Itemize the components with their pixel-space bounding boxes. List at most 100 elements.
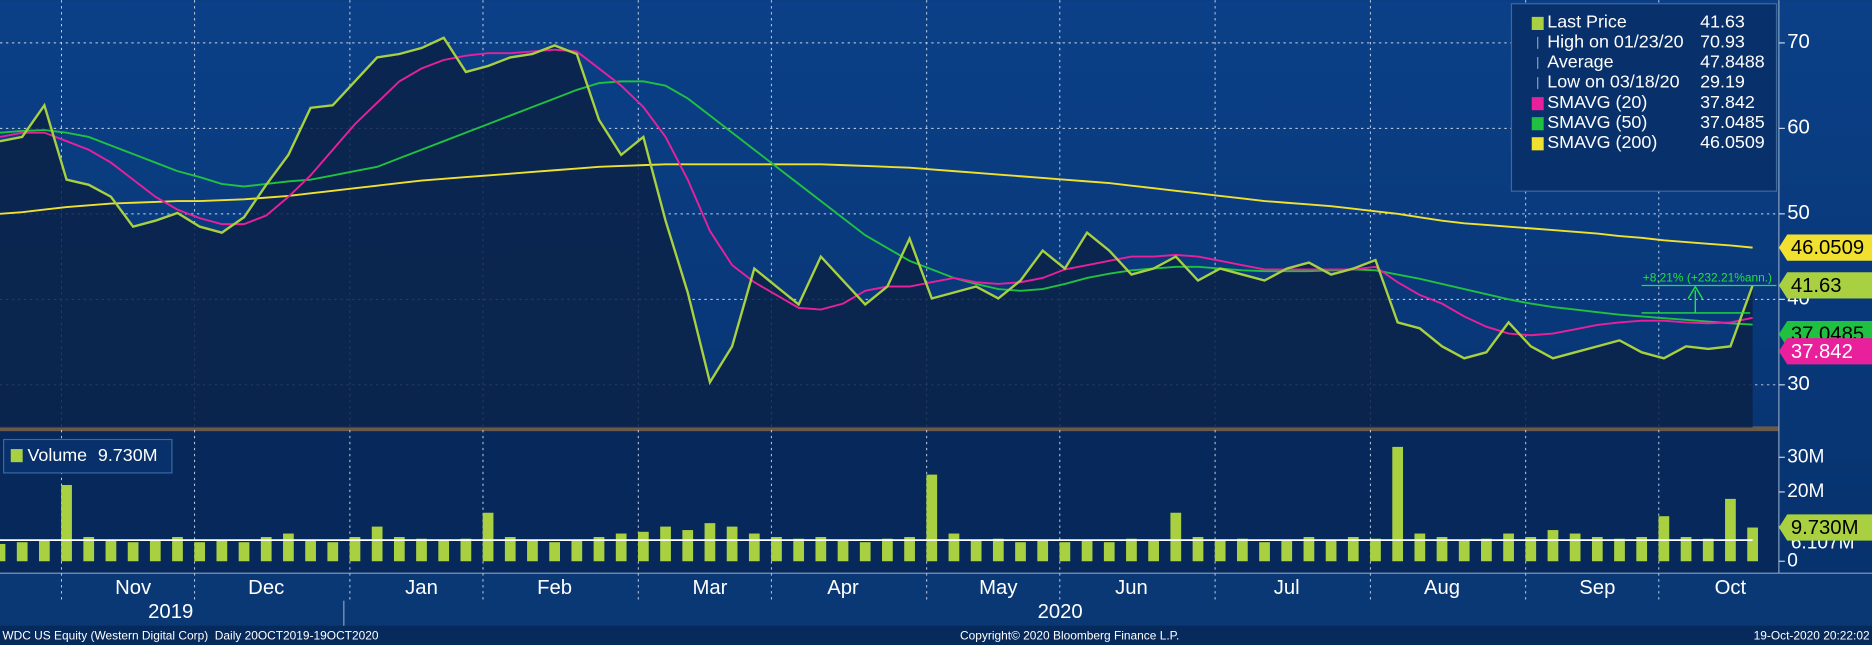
legend-swatch: [1531, 137, 1544, 151]
volume-bar: [1436, 536, 1448, 562]
x-tick-label: Mar: [692, 577, 727, 599]
value-tag: [1778, 514, 1872, 541]
y2-tick-label: 0: [1787, 550, 1798, 571]
volume-bar: [305, 540, 316, 562]
volume-bar: [660, 526, 671, 562]
volume-bar: [127, 542, 139, 562]
y-tick-label: 70: [1787, 31, 1810, 53]
volume-bar: [1658, 516, 1670, 562]
volume-bar: [1547, 530, 1559, 562]
value-tag-label: 37.842: [1791, 341, 1853, 363]
volume-legend-value: 9.730M: [98, 445, 158, 465]
volume-bar: [327, 542, 339, 562]
volume-bar: [904, 536, 915, 562]
series-line: [0, 163, 1753, 249]
volume-bar: [393, 536, 405, 562]
value-tag-label: 41.63: [1791, 275, 1842, 297]
volume-bar: [482, 512, 494, 562]
volume-bar: [970, 540, 982, 562]
legend: Last Price 41.63 High on 01/23/20 70.93 Aver…: [1531, 12, 1765, 152]
value-tag: [1778, 338, 1872, 365]
x-tick-label: Jun: [1115, 577, 1148, 599]
legend-value: 37.0485: [1700, 112, 1765, 132]
volume-bar: [1414, 533, 1426, 562]
volume-bar: [1126, 538, 1137, 562]
legend-name: SMAVG (50): [1547, 112, 1647, 132]
volume-legend-swatch: [10, 449, 23, 463]
volume-bar: [194, 542, 206, 562]
x-tick-label: May: [979, 577, 1018, 599]
volume-bar: [1347, 536, 1359, 562]
volume-bar: [549, 542, 560, 562]
y2-tick-label: 20M: [1787, 481, 1824, 502]
pane-divider: [0, 426, 1779, 432]
volume-bar: [83, 536, 95, 562]
volume-bar: [438, 540, 450, 562]
volume-bar: [1259, 542, 1270, 562]
legend-name: SMAVG (200): [1547, 132, 1657, 152]
volume-bar: [1481, 538, 1492, 562]
footer-left: WDC US Equity (Western Digital Corp) Dai…: [2, 629, 378, 643]
volume-bar: [1702, 538, 1714, 562]
volume-bar: [859, 542, 871, 562]
legend-swatch: [1531, 16, 1544, 30]
volume-bar: [460, 538, 472, 562]
volume-bar: [1747, 527, 1758, 562]
x-tick-label: Jan: [405, 577, 438, 599]
volume-bar: [1015, 542, 1026, 562]
legend-name: High on 01/23/20: [1547, 32, 1683, 52]
legend-value: 29.19: [1700, 72, 1745, 92]
legend-swatch: [1531, 117, 1544, 131]
volume-bar: [0, 543, 6, 562]
volume-bar: [349, 536, 361, 562]
volume-bar: [1325, 540, 1337, 562]
volume-bar: [1725, 498, 1736, 562]
x-tick-label: Jul: [1274, 577, 1300, 599]
volume-bar: [837, 540, 849, 562]
footer-band: [0, 625, 1872, 645]
value-tag: [1778, 234, 1872, 261]
legend-name: Average: [1547, 52, 1613, 72]
x-tick-label: Feb: [537, 577, 572, 599]
volume-bar: [149, 540, 161, 562]
volume-bar: [637, 531, 649, 562]
volume-bar: [1236, 538, 1248, 562]
year-label: 2020: [1038, 601, 1083, 623]
volume-bar: [1081, 540, 1093, 562]
legend-box: [1510, 3, 1778, 192]
value-tag-label: 9.730M: [1791, 517, 1859, 539]
legend-value: 41.63: [1700, 12, 1745, 32]
volume-bar: [1192, 536, 1204, 562]
footer-right: 19-Oct-2020 20:22:02: [1754, 629, 1870, 643]
volume-bar: [1458, 540, 1470, 562]
volume-bar: [704, 523, 716, 562]
volume-bar: [1214, 540, 1226, 562]
volume-bar: [504, 536, 516, 562]
volume-bar: [1525, 536, 1537, 562]
y-tick-label: 60: [1787, 117, 1810, 139]
marks: +8.21% (+232.21%ann.): [0, 36, 1777, 562]
volume-bar: [682, 530, 694, 562]
volume-bar: [1569, 533, 1581, 562]
volume-bar: [16, 542, 28, 562]
volume-bar: [216, 540, 228, 562]
volume-bar: [571, 540, 583, 562]
volume-bar: [416, 538, 427, 562]
x-tick-label: Dec: [248, 577, 284, 599]
volume-bar: [238, 542, 250, 562]
legend-name: Last Price: [1547, 12, 1627, 32]
volume-bar: [260, 536, 272, 562]
volume-bar: [1059, 542, 1071, 562]
x-tick-label: Aug: [1424, 577, 1460, 599]
legend-value: 70.93: [1700, 32, 1745, 52]
volume-bar: [371, 526, 383, 562]
volume-bar: [61, 485, 72, 562]
volume-bar: [726, 526, 738, 562]
legend-name: SMAVG (20): [1547, 92, 1647, 112]
volume-bar: [1591, 536, 1603, 562]
volume-bar: [105, 540, 117, 562]
value-tag: [1778, 272, 1872, 299]
legend-swatch: [1531, 97, 1544, 111]
volume-bar: [615, 533, 627, 562]
